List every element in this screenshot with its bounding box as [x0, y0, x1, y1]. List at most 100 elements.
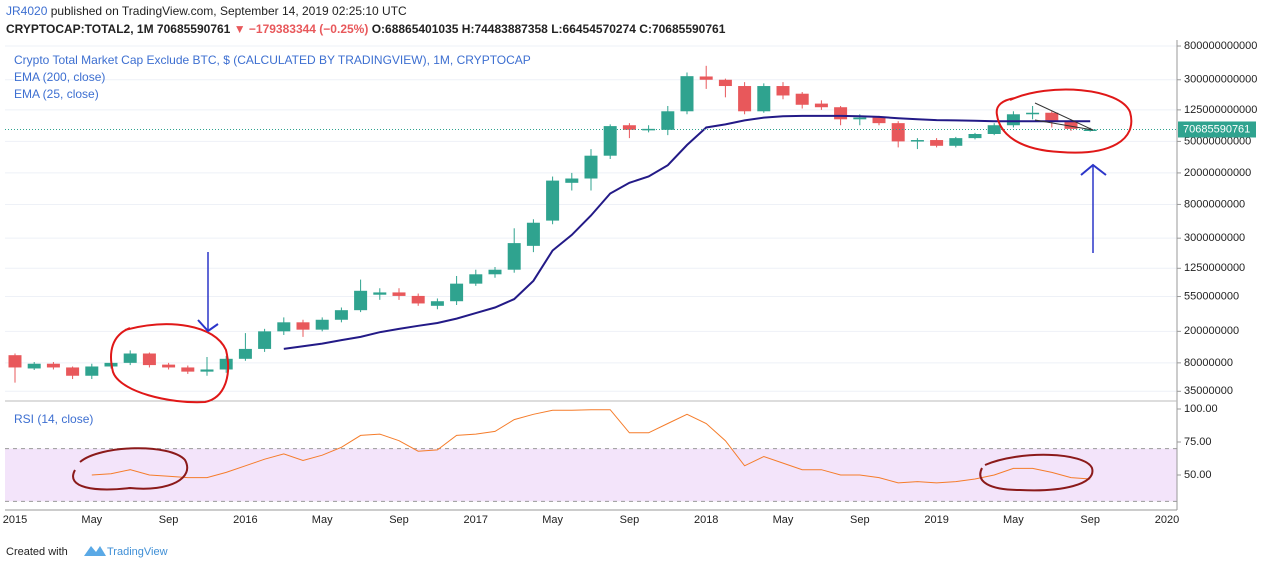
candle-body	[584, 155, 598, 179]
trend-line	[1034, 102, 1094, 131]
x-tick-label: Sep	[620, 514, 640, 526]
candle-body	[949, 138, 963, 146]
ohlc: H:74483887358	[462, 22, 548, 36]
annotation-circle	[979, 453, 1094, 492]
plot	[5, 65, 1177, 484]
logo	[84, 546, 106, 556]
x-tick-label: May	[773, 514, 794, 526]
symbol: CRYPTOCAP:TOTAL2, 1M	[6, 22, 154, 36]
x-tick-label: May	[312, 514, 333, 526]
ohlc: O:68865401035	[372, 22, 459, 36]
header-line: JR4020 published on TradingView.com, Sep…	[6, 4, 407, 18]
candle-body	[546, 180, 560, 221]
annotation-circle	[110, 323, 230, 404]
candle-body	[507, 243, 521, 270]
candle-body	[258, 331, 272, 349]
candle-body	[200, 369, 214, 372]
y-tick-label: 50.00	[1184, 469, 1212, 481]
ohlc: C:70685590761	[639, 22, 725, 36]
candle-body	[85, 366, 99, 376]
candle-body	[834, 107, 848, 120]
last-price: 70685590761	[157, 22, 231, 36]
x-tick-label: May	[1003, 514, 1024, 526]
candle-body	[853, 117, 867, 120]
candle-body	[565, 178, 579, 183]
symbol-line: CRYPTOCAP:TOTAL2, 1M 70685590761 ▼ −1793…	[6, 22, 726, 36]
y-tick-label: 3000000000	[1184, 232, 1245, 244]
annotation-circle	[72, 447, 188, 491]
x-tick-label: Sep	[389, 514, 409, 526]
y-tick-label: 50000000000	[1184, 135, 1251, 147]
candle-body	[1083, 129, 1097, 131]
candle-body	[373, 292, 387, 295]
y-tick-label: 200000000	[1184, 325, 1239, 337]
candle-body	[142, 353, 156, 366]
legend-study: EMA (25, close)	[14, 87, 99, 101]
candle-body	[8, 355, 22, 368]
candle-body	[315, 319, 329, 330]
y-tick-label: 125000000000	[1184, 104, 1257, 116]
x-tick-label: May	[542, 514, 563, 526]
candle-body	[526, 222, 540, 246]
candle-body	[46, 363, 60, 368]
x-tick-label: 2020	[1155, 514, 1179, 526]
y-tick-label: 20000000000	[1184, 167, 1251, 179]
candle-body	[987, 125, 1001, 134]
rsi-line	[91, 409, 1091, 484]
candle-body	[795, 93, 809, 105]
candle-body	[450, 283, 464, 302]
price-label: 70685590761	[1183, 123, 1250, 135]
y-tick-label: 80000000	[1184, 357, 1233, 369]
candle-body	[699, 76, 713, 80]
legend-study: EMA (200, close)	[14, 70, 105, 84]
legend-title: Crypto Total Market Cap Exclude BTC, $ (…	[14, 53, 531, 67]
candle-body	[219, 358, 233, 370]
candle-body	[66, 367, 80, 376]
x-tick-label: 2016	[233, 514, 257, 526]
ema-line	[283, 114, 1091, 350]
x-tick-label: 2015	[3, 514, 27, 526]
candle-body	[1064, 121, 1078, 129]
axes: 2015 May Sep 2016 May Sep 2017 May Sep 2018 May Sep…	[3, 40, 1258, 526]
y-tick-label: 800000000000	[1184, 40, 1257, 52]
candle-body	[1026, 112, 1040, 115]
y-tick-label: 100.00	[1184, 403, 1218, 415]
candle-body	[123, 353, 137, 363]
x-tick-label: May	[81, 514, 102, 526]
candle-body	[757, 86, 771, 112]
grid	[5, 45, 1177, 502]
candle-body	[910, 140, 924, 142]
x-tick-label: Sep	[1080, 514, 1100, 526]
candle-body	[1045, 112, 1059, 122]
x-tick-label: 2019	[924, 514, 948, 526]
candle-body	[334, 310, 348, 320]
candle-body	[661, 111, 675, 130]
candle-body	[642, 128, 656, 131]
annotation-circle	[995, 88, 1133, 154]
candle-body	[891, 123, 905, 142]
annotations	[72, 88, 1133, 492]
candle-body	[776, 86, 790, 96]
candle-body	[930, 140, 944, 146]
change: ▼ −179383344 (−0.25%)	[234, 22, 369, 36]
candle-body	[814, 103, 828, 108]
y-tick-label: 300000000000	[1184, 74, 1257, 86]
y-tick-label: 35000000	[1184, 385, 1233, 397]
candle-body	[1006, 114, 1020, 126]
y-tick-label: 550000000	[1184, 290, 1239, 302]
x-tick-label: 2017	[464, 514, 488, 526]
published: published on TradingView.com, September …	[51, 4, 407, 18]
candle-body	[718, 79, 732, 87]
footer-brand: TradingView	[107, 546, 168, 558]
price-label-box	[1178, 121, 1256, 138]
candle-body	[181, 367, 195, 372]
candle-body	[430, 301, 444, 306]
rsi-legend: RSI (14, close)	[14, 412, 93, 426]
author: JR4020	[6, 4, 48, 18]
candle-body	[354, 290, 368, 311]
candle-body	[738, 86, 752, 112]
arrow-head	[1080, 163, 1107, 176]
candle-body	[603, 126, 617, 156]
footer-created: Created with	[6, 546, 68, 558]
x-tick-label: Sep	[159, 514, 179, 526]
